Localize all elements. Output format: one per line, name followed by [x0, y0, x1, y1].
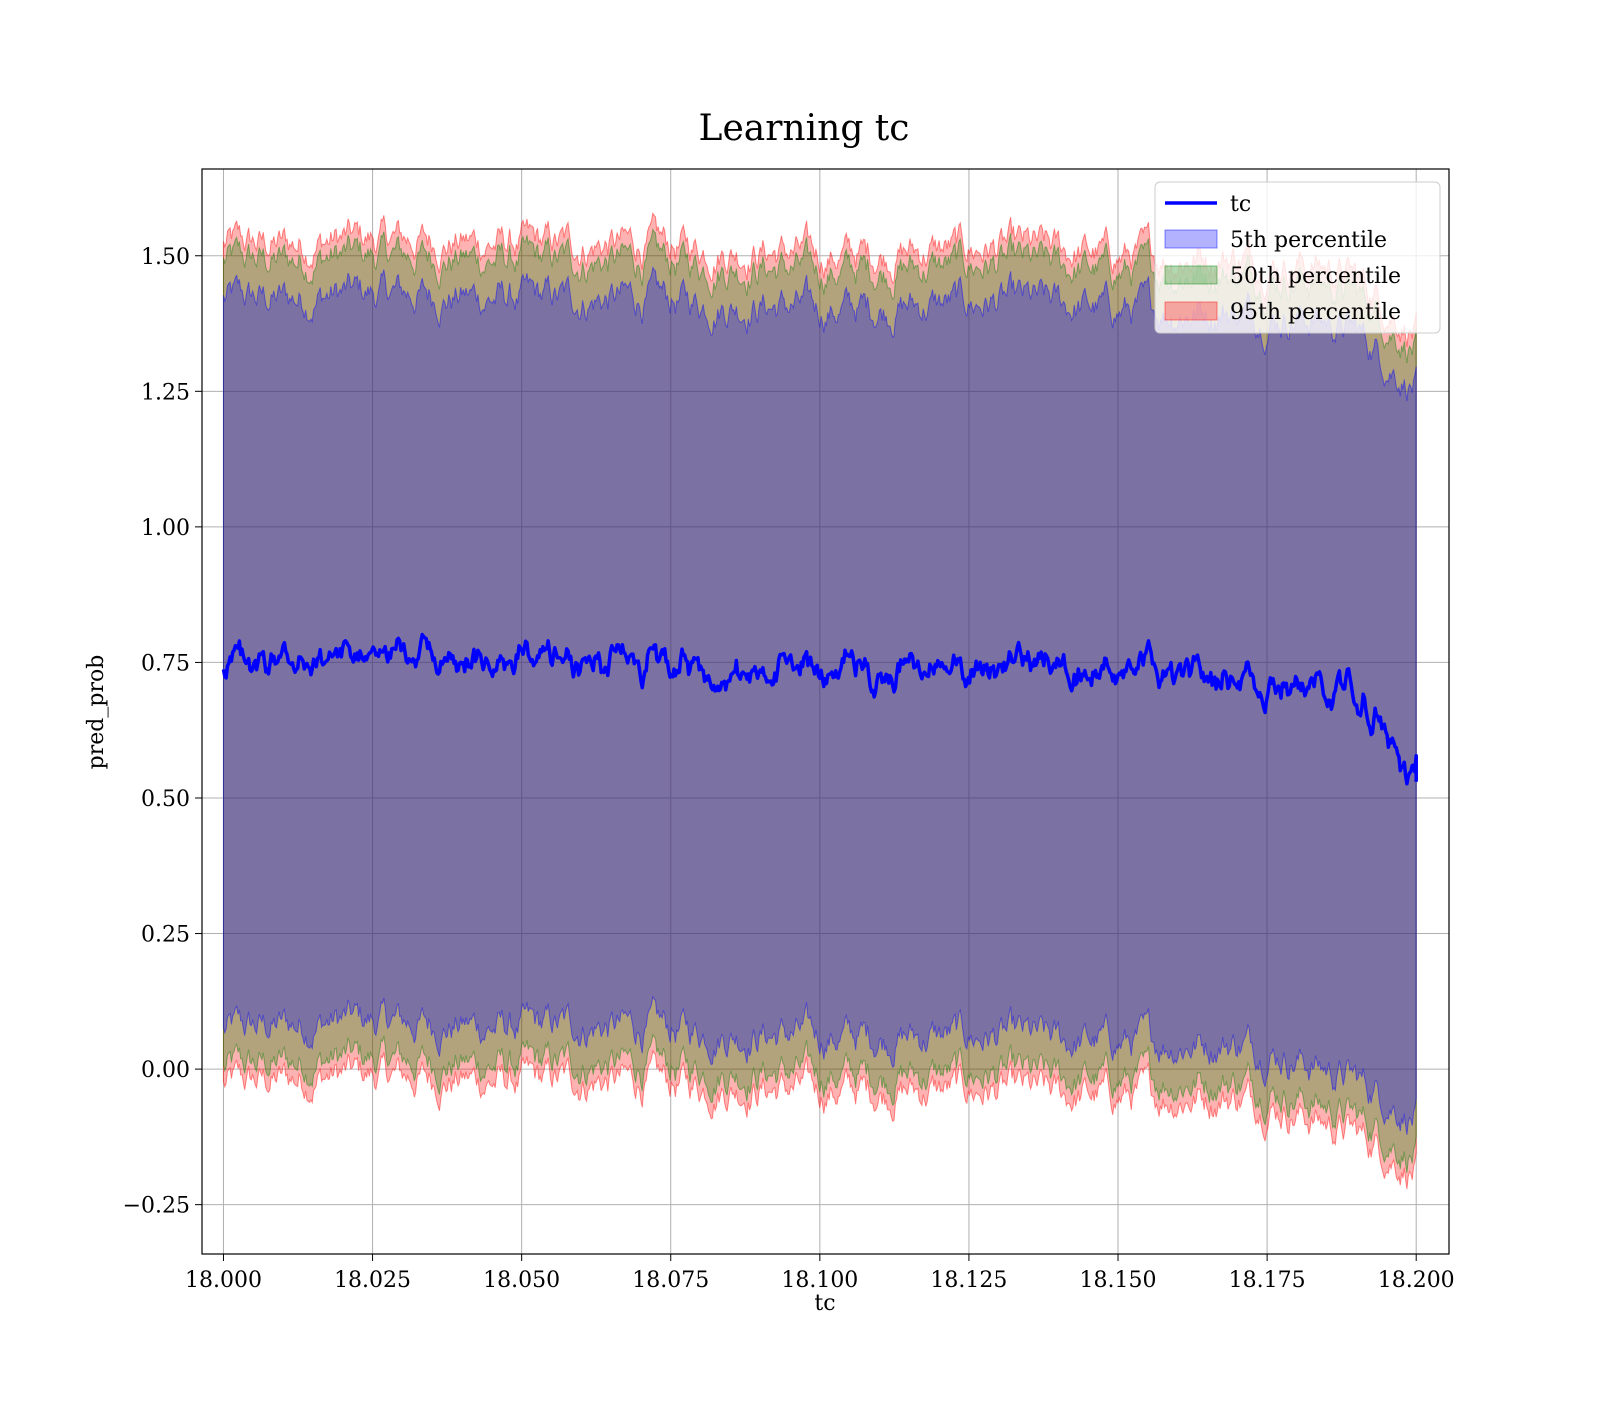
y-tick-label: 0.50	[141, 787, 190, 812]
band-5th-percentile	[222, 266, 1417, 1135]
legend-item-50th-percentile: 50th percentile	[1164, 264, 1401, 289]
chart-title: Learning tc	[699, 108, 910, 149]
x-tick-label: 18.050	[483, 1268, 560, 1293]
legend-item-95th-percentile: 95th percentile	[1164, 300, 1401, 325]
legend-label: 50th percentile	[1230, 264, 1401, 289]
legend-box	[1154, 181, 1441, 334]
band-50th-percentile	[222, 228, 1417, 1173]
y-tick-label: 1.00	[141, 516, 190, 541]
x-tick-label: 18.175	[1229, 1268, 1306, 1293]
legend-item-tc: tc	[1165, 192, 1251, 217]
x-tick-label: 18.125	[930, 1268, 1007, 1293]
x-tick-label: 18.150	[1080, 1268, 1157, 1293]
tc-line-layer	[221, 632, 1418, 786]
y-tick-label: 1.50	[141, 245, 190, 270]
x-tick-label: 18.100	[781, 1268, 858, 1293]
plot-frame	[201, 168, 1450, 1255]
band-95th-percentile	[222, 211, 1417, 1190]
legend-swatch-patch	[1164, 229, 1218, 249]
legend: tc 5th percentile 50th percentile 95th perc…	[1154, 181, 1441, 334]
y-axis-label: pred_prob	[84, 655, 109, 770]
grid-lines	[202, 169, 1449, 1254]
y-tick-label: −0.25	[123, 1194, 190, 1219]
y-tick-label: 0.25	[141, 923, 190, 948]
y-tick-label: 1.25	[141, 380, 190, 405]
axis-ticks: 18.000 18.025 18.050 18.075 18.100 18.125 18.1…	[123, 245, 1455, 1293]
x-tick-label: 18.025	[334, 1268, 411, 1293]
legend-label: 5th percentile	[1230, 228, 1387, 253]
legend-item-5th-percentile: 5th percentile	[1164, 228, 1387, 253]
legend-swatch-patch	[1164, 301, 1218, 321]
percentile-bands	[222, 211, 1417, 1190]
legend-label: 95th percentile	[1230, 300, 1401, 325]
x-tick-label: 18.000	[185, 1268, 262, 1293]
x-tick-label: 18.200	[1378, 1268, 1455, 1293]
legend-label: tc	[1230, 192, 1251, 217]
y-tick-label: 0.75	[141, 651, 190, 676]
x-axis-label: tc	[814, 1291, 835, 1316]
x-tick-label: 18.075	[632, 1268, 709, 1293]
legend-swatch-patch	[1164, 265, 1218, 285]
tc-line	[221, 632, 1418, 786]
y-tick-label: 0.00	[141, 1058, 190, 1083]
